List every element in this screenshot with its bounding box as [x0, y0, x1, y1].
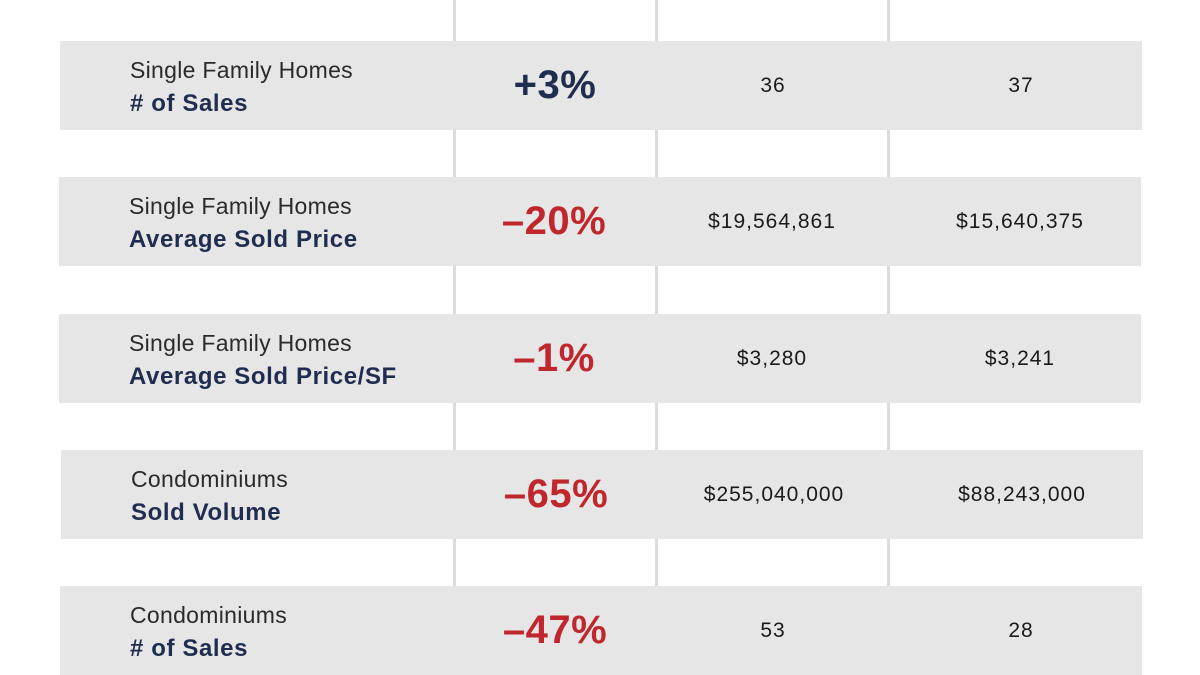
- value-period-2: $3,241: [984, 346, 1056, 370]
- row-category: Condominiums: [130, 602, 287, 628]
- row-category: Single Family Homes: [129, 193, 352, 219]
- percent-change: +3%: [513, 63, 597, 107]
- value-period-1: 53: [760, 618, 786, 642]
- row-label: Single Family Homes # of Sales: [130, 53, 353, 121]
- value-period-1: $19,564,861: [708, 209, 836, 233]
- row-category: Single Family Homes: [130, 57, 353, 83]
- value-period-2: 28: [1008, 618, 1034, 642]
- percent-change: –47%: [502, 608, 608, 652]
- row-label: Single Family Homes Average Sold Price/S…: [129, 326, 397, 394]
- value-period-2: 37: [1008, 73, 1034, 97]
- row-label: Single Family Homes Average Sold Price: [129, 189, 358, 257]
- table-row: Single Family Homes Average Sold Price/S…: [59, 314, 1141, 403]
- table-row: Condominiums # of Sales –47% 53 28: [60, 586, 1142, 675]
- value-period-2: $15,640,375: [956, 209, 1084, 233]
- row-label: Condominiums # of Sales: [130, 598, 287, 666]
- row-category: Single Family Homes: [129, 330, 352, 356]
- row-metric: # of Sales: [130, 635, 249, 662]
- row-metric: Average Sold Price/SF: [129, 363, 397, 390]
- percent-change: –20%: [501, 199, 607, 243]
- percent-change: –65%: [503, 472, 609, 516]
- row-metric: Average Sold Price: [129, 226, 358, 253]
- percent-change: –1%: [513, 336, 595, 380]
- value-period-1: $255,040,000: [703, 482, 845, 506]
- table-row: Single Family Homes Average Sold Price –…: [59, 177, 1141, 266]
- value-period-1: 36: [760, 73, 786, 97]
- row-metric: Sold Volume: [131, 499, 282, 526]
- value-period-2: $88,243,000: [958, 482, 1086, 506]
- row-metric: # of Sales: [130, 90, 249, 117]
- row-label: Condominiums Sold Volume: [131, 462, 288, 530]
- row-category: Condominiums: [131, 466, 288, 492]
- value-period-1: $3,280: [736, 346, 808, 370]
- table-row: Condominiums Sold Volume –65% $255,040,0…: [61, 450, 1143, 539]
- table-row: Single Family Homes # of Sales +3% 36 37: [60, 41, 1142, 130]
